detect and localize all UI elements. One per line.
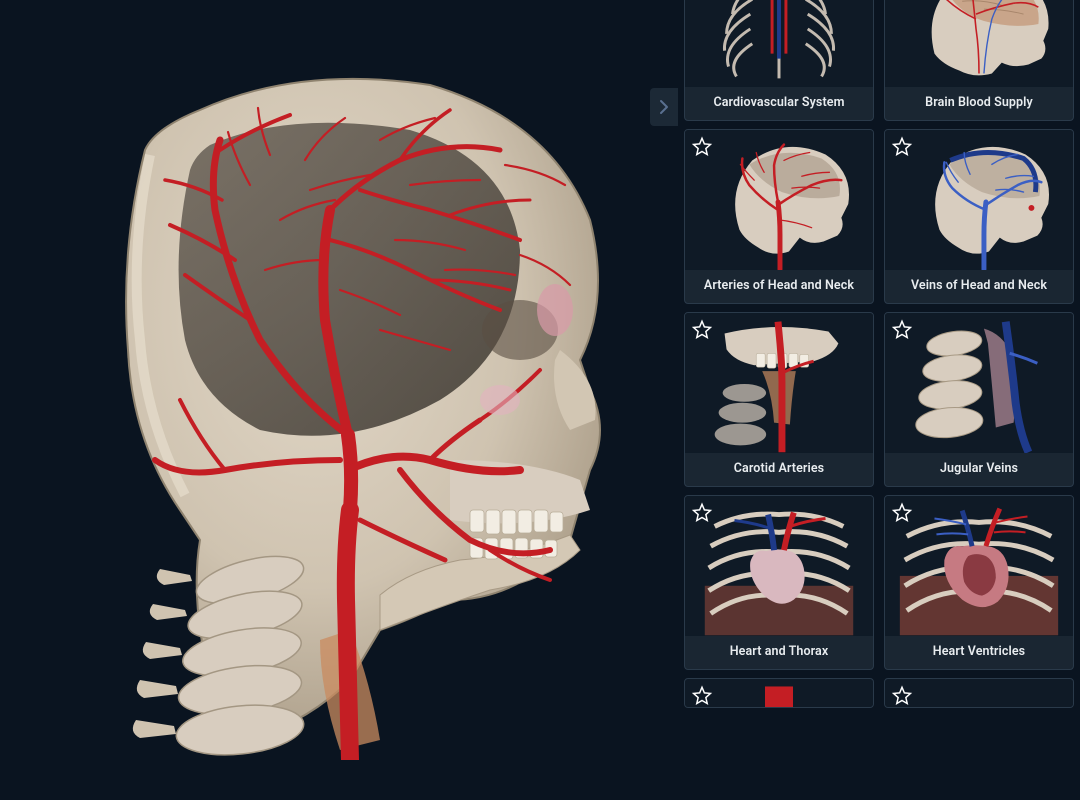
chevron-right-icon	[658, 99, 670, 115]
preset-card-arteries-head-neck[interactable]: Arteries of Head and Neck	[684, 129, 874, 304]
star-outline-icon	[891, 685, 913, 707]
favorite-button[interactable]	[891, 136, 913, 158]
preset-thumbnail	[685, 679, 873, 707]
preset-label: Brain Blood Supply	[885, 87, 1073, 120]
preset-thumbnail	[685, 496, 873, 636]
preset-card-heart-ventricles[interactable]: Heart Ventricles	[884, 495, 1074, 670]
preset-card-partial[interactable]	[684, 678, 874, 708]
preset-thumbnail	[885, 313, 1073, 453]
star-outline-icon	[891, 502, 913, 524]
favorite-button[interactable]	[891, 685, 913, 707]
preset-thumbnail	[885, 679, 1073, 707]
preset-label: Jugular Veins	[885, 453, 1073, 486]
favorite-button[interactable]	[891, 319, 913, 341]
star-outline-icon	[891, 319, 913, 341]
preset-thumbnail	[685, 313, 873, 453]
preset-card-brain-blood-supply[interactable]: Brain Blood Supply	[884, 0, 1074, 121]
anatomy-head-arteries-illustration	[50, 40, 630, 760]
preset-card-veins-head-neck[interactable]: Veins of Head and Neck	[884, 129, 1074, 304]
preset-card-carotid-arteries[interactable]: Carotid Arteries	[684, 312, 874, 487]
preset-card-partial[interactable]	[884, 678, 1074, 708]
main-anatomy-viewport[interactable]	[0, 0, 680, 800]
favorite-button[interactable]	[691, 502, 713, 524]
anatomy-model[interactable]	[50, 40, 630, 760]
star-outline-icon	[691, 685, 713, 707]
preset-label: Carotid Arteries	[685, 453, 873, 486]
preset-thumbnail	[885, 496, 1073, 636]
favorite-button[interactable]	[891, 502, 913, 524]
preset-views-sidebar[interactable]: Cardiovascular System	[678, 0, 1080, 800]
star-outline-icon	[691, 319, 713, 341]
favorite-button[interactable]	[691, 319, 713, 341]
favorite-button[interactable]	[691, 136, 713, 158]
preset-card-cardiovascular-system[interactable]: Cardiovascular System	[684, 0, 874, 121]
preset-label: Veins of Head and Neck	[885, 270, 1073, 303]
star-outline-icon	[691, 502, 713, 524]
preset-label: Heart and Thorax	[685, 636, 873, 669]
favorite-button[interactable]	[691, 685, 713, 707]
preset-card-heart-thorax[interactable]: Heart and Thorax	[684, 495, 874, 670]
preset-label: Heart Ventricles	[885, 636, 1073, 669]
preset-card-jugular-veins[interactable]: Jugular Veins	[884, 312, 1074, 487]
star-outline-icon	[691, 136, 713, 158]
star-outline-icon	[891, 136, 913, 158]
preset-thumbnail	[685, 130, 873, 270]
preset-thumbnail	[885, 0, 1073, 87]
preset-label: Arteries of Head and Neck	[685, 270, 873, 303]
preset-thumbnail	[685, 0, 873, 87]
sidebar-collapse-button[interactable]	[650, 88, 678, 126]
preset-thumbnail	[885, 130, 1073, 270]
preset-label: Cardiovascular System	[685, 87, 873, 120]
